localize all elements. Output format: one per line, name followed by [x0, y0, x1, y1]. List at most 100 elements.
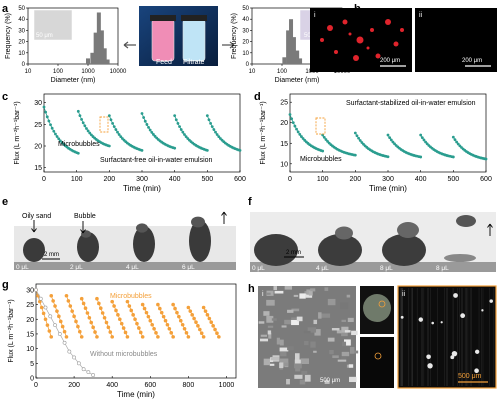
data-point	[76, 109, 80, 113]
panel-b-ii-label: ii	[419, 12, 423, 19]
sand-grain	[347, 317, 354, 323]
y-tick-label: 10	[242, 51, 249, 57]
particle	[450, 355, 455, 360]
particle	[440, 321, 443, 324]
sand-grain	[336, 330, 342, 334]
y-tick-label: 30	[18, 28, 25, 34]
series-line	[108, 115, 143, 151]
data-point-micro	[152, 326, 156, 331]
y-tick-label: 20	[18, 40, 25, 46]
y-tick-label: 20	[26, 317, 34, 324]
data-point-micro	[51, 299, 55, 303]
data-point-micro	[188, 309, 193, 313]
sand-grain	[304, 340, 309, 346]
panel-c-chart: 0 100 200 300 400 500 600 15 20 25 30 Microbubbles…	[14, 93, 246, 193]
data-point-micro	[55, 309, 59, 313]
scale-h-i: 500 μm	[320, 378, 340, 384]
microbubble-highlight-d	[315, 117, 326, 135]
y-tick-label: 10	[280, 161, 288, 168]
sand-grain	[305, 293, 313, 298]
hist-bar	[93, 32, 98, 64]
sand-grain	[346, 294, 351, 298]
data-point-micro	[89, 320, 94, 325]
data-point	[147, 125, 150, 129]
data-point-micro	[39, 305, 44, 310]
x-tick-label: 0	[42, 176, 46, 183]
data-point-micro	[95, 335, 99, 339]
data-point-without	[76, 361, 81, 366]
sand-grain	[303, 330, 311, 334]
oily-sand-label: Oily sand	[22, 213, 51, 220]
series-line	[289, 114, 323, 152]
sand-grain	[327, 337, 335, 342]
y-tick-label: 10	[18, 51, 25, 57]
data-point-micro	[60, 324, 65, 329]
data-point	[140, 112, 144, 115]
x-tick-label: 100	[71, 176, 83, 183]
sand-grain	[271, 318, 277, 321]
data-point	[360, 141, 364, 144]
sand-grain	[321, 313, 331, 318]
data-point	[358, 139, 362, 142]
data-point	[484, 157, 488, 161]
sand-grain	[260, 334, 268, 337]
sand-grain	[344, 330, 351, 333]
volume-label: 0 μL	[16, 264, 29, 271]
arrow-up-icon-f	[487, 223, 493, 236]
y-tick-label: 50	[18, 6, 25, 12]
bubble	[191, 216, 205, 228]
y-tick-label: 25	[34, 122, 42, 129]
panel-h-ii-label: ii	[402, 291, 406, 298]
data-point	[78, 114, 82, 117]
hist-bar	[99, 30, 104, 64]
fluorescent-droplet	[356, 36, 364, 44]
fluorescent-droplet	[353, 55, 359, 61]
caption-c: Surfactant-free oil-in-water emulsion	[100, 157, 213, 164]
sand-grain	[268, 332, 272, 339]
data-point-micro	[112, 304, 116, 308]
data-point	[88, 131, 92, 135]
data-point	[456, 142, 460, 146]
data-point	[85, 127, 88, 130]
y-tick-label: 40	[18, 17, 25, 23]
x-tick-label: 0	[288, 176, 292, 183]
data-point	[150, 130, 154, 134]
data-point	[112, 125, 116, 129]
data-point-micro	[169, 331, 174, 335]
data-point	[45, 115, 49, 119]
data-point-micro	[57, 314, 61, 319]
sand-grain	[340, 356, 347, 362]
data-point-micro	[190, 313, 194, 317]
data-point	[451, 135, 455, 139]
data-point-micro	[171, 335, 175, 339]
x-tick-label: 600	[234, 176, 246, 183]
data-point-micro	[154, 331, 158, 335]
arrow-right-icon	[222, 41, 235, 49]
data-point-micro	[114, 308, 118, 313]
data-point-micro	[217, 335, 221, 339]
data-point-micro	[85, 311, 90, 315]
sand-grain	[341, 351, 350, 357]
x-tick-label: 200	[68, 382, 80, 389]
micrograph-inset-left	[33, 9, 73, 41]
data-point	[215, 133, 219, 136]
sand-grain	[281, 362, 289, 367]
sand-grain	[340, 302, 349, 310]
sand-grain	[304, 374, 311, 382]
data-point-micro	[146, 314, 151, 319]
xlabel-d: Time (min)	[369, 184, 407, 193]
sand-grain	[263, 311, 270, 316]
data-point	[386, 133, 390, 137]
hist-bar	[90, 52, 95, 64]
sand-grain	[300, 358, 310, 364]
data-point	[54, 132, 57, 136]
panel-g-letter: g	[2, 279, 9, 291]
data-point	[205, 148, 209, 152]
x-tick-label: 300	[136, 176, 148, 183]
data-point	[291, 121, 295, 125]
ylabel-right: Frequency (%)	[231, 13, 238, 59]
volume-label: 4 μL	[316, 265, 329, 272]
data-point-micro	[108, 330, 113, 334]
data-point-micro	[177, 314, 181, 319]
